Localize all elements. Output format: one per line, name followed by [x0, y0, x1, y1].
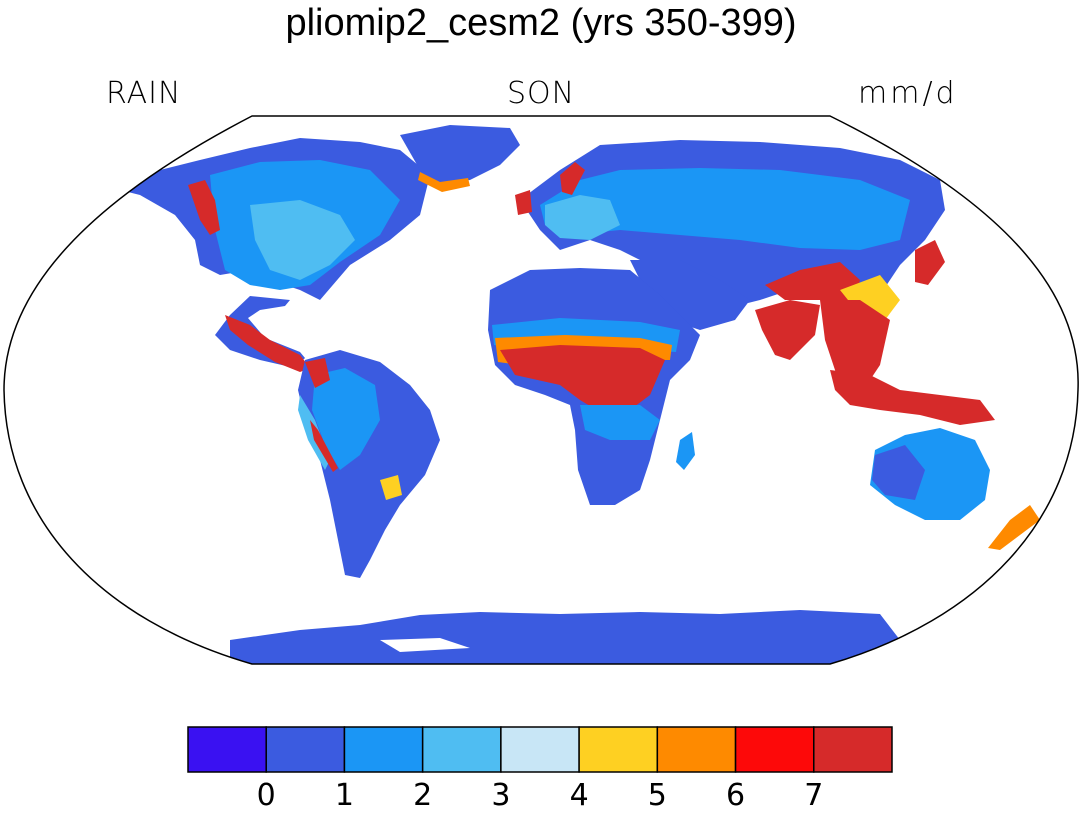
region-japan [915, 240, 945, 285]
region-british-isles [515, 190, 532, 215]
colorbar-swatch [343, 726, 424, 773]
units-label: mm/d [858, 76, 958, 111]
region-amazon [312, 368, 380, 470]
region-madagascar [676, 432, 695, 470]
colorbar-swatch [656, 726, 737, 773]
region-colombia [305, 358, 330, 388]
colorbar [187, 726, 893, 773]
region-greenland-coast [418, 172, 470, 192]
region-eurasia-mid [540, 168, 910, 250]
colorbar-swatch [187, 726, 267, 773]
variable-label: RAIN [106, 76, 182, 111]
colorbar-tick-label: 0 [256, 778, 276, 813]
landmass-antarctica [230, 610, 900, 664]
map-title: pliomip2_cesm2 (yrs 350-399) [285, 2, 797, 44]
map-outline [3, 115, 1079, 665]
colorbar-tick-label: 4 [569, 778, 589, 813]
colorbar-swatch [578, 726, 659, 773]
landmass-middle-east [630, 260, 750, 330]
colorbar-tick-label: 1 [334, 778, 354, 813]
region-western-australia [872, 445, 925, 500]
region-europe [545, 195, 620, 240]
region-himalaya [765, 262, 860, 300]
region-andes-coast [310, 420, 338, 472]
region-indonesia [830, 370, 995, 425]
colorbar-swatch [500, 726, 580, 773]
region-pacific-northwest [188, 180, 220, 235]
colorbar-tick-label: 6 [726, 778, 746, 813]
colorbar-tick-label: 7 [804, 778, 824, 813]
colorbar-tick-label: 5 [647, 778, 667, 813]
region-new-zealand [988, 505, 1040, 550]
region-norway-coast [560, 162, 585, 195]
region-india [755, 300, 820, 360]
colorbar-swatch [813, 726, 893, 773]
landmass-greenland [400, 125, 520, 185]
region-east-africa [580, 405, 660, 440]
colorbar-swatch [265, 726, 346, 773]
colorbar-tick-label: 2 [413, 778, 433, 813]
region-central-america [225, 315, 310, 372]
region-antarctic-ice [380, 638, 470, 652]
season-label: SON [506, 76, 576, 111]
colorbar-swatch [734, 726, 815, 773]
colorbar-tick-label: 3 [491, 778, 511, 813]
colorbar-swatch [421, 726, 502, 773]
region-southern-brazil [380, 475, 402, 500]
region-central-africa [500, 345, 665, 412]
region-north-america-east [250, 200, 355, 280]
precipitation-field [120, 125, 1040, 664]
